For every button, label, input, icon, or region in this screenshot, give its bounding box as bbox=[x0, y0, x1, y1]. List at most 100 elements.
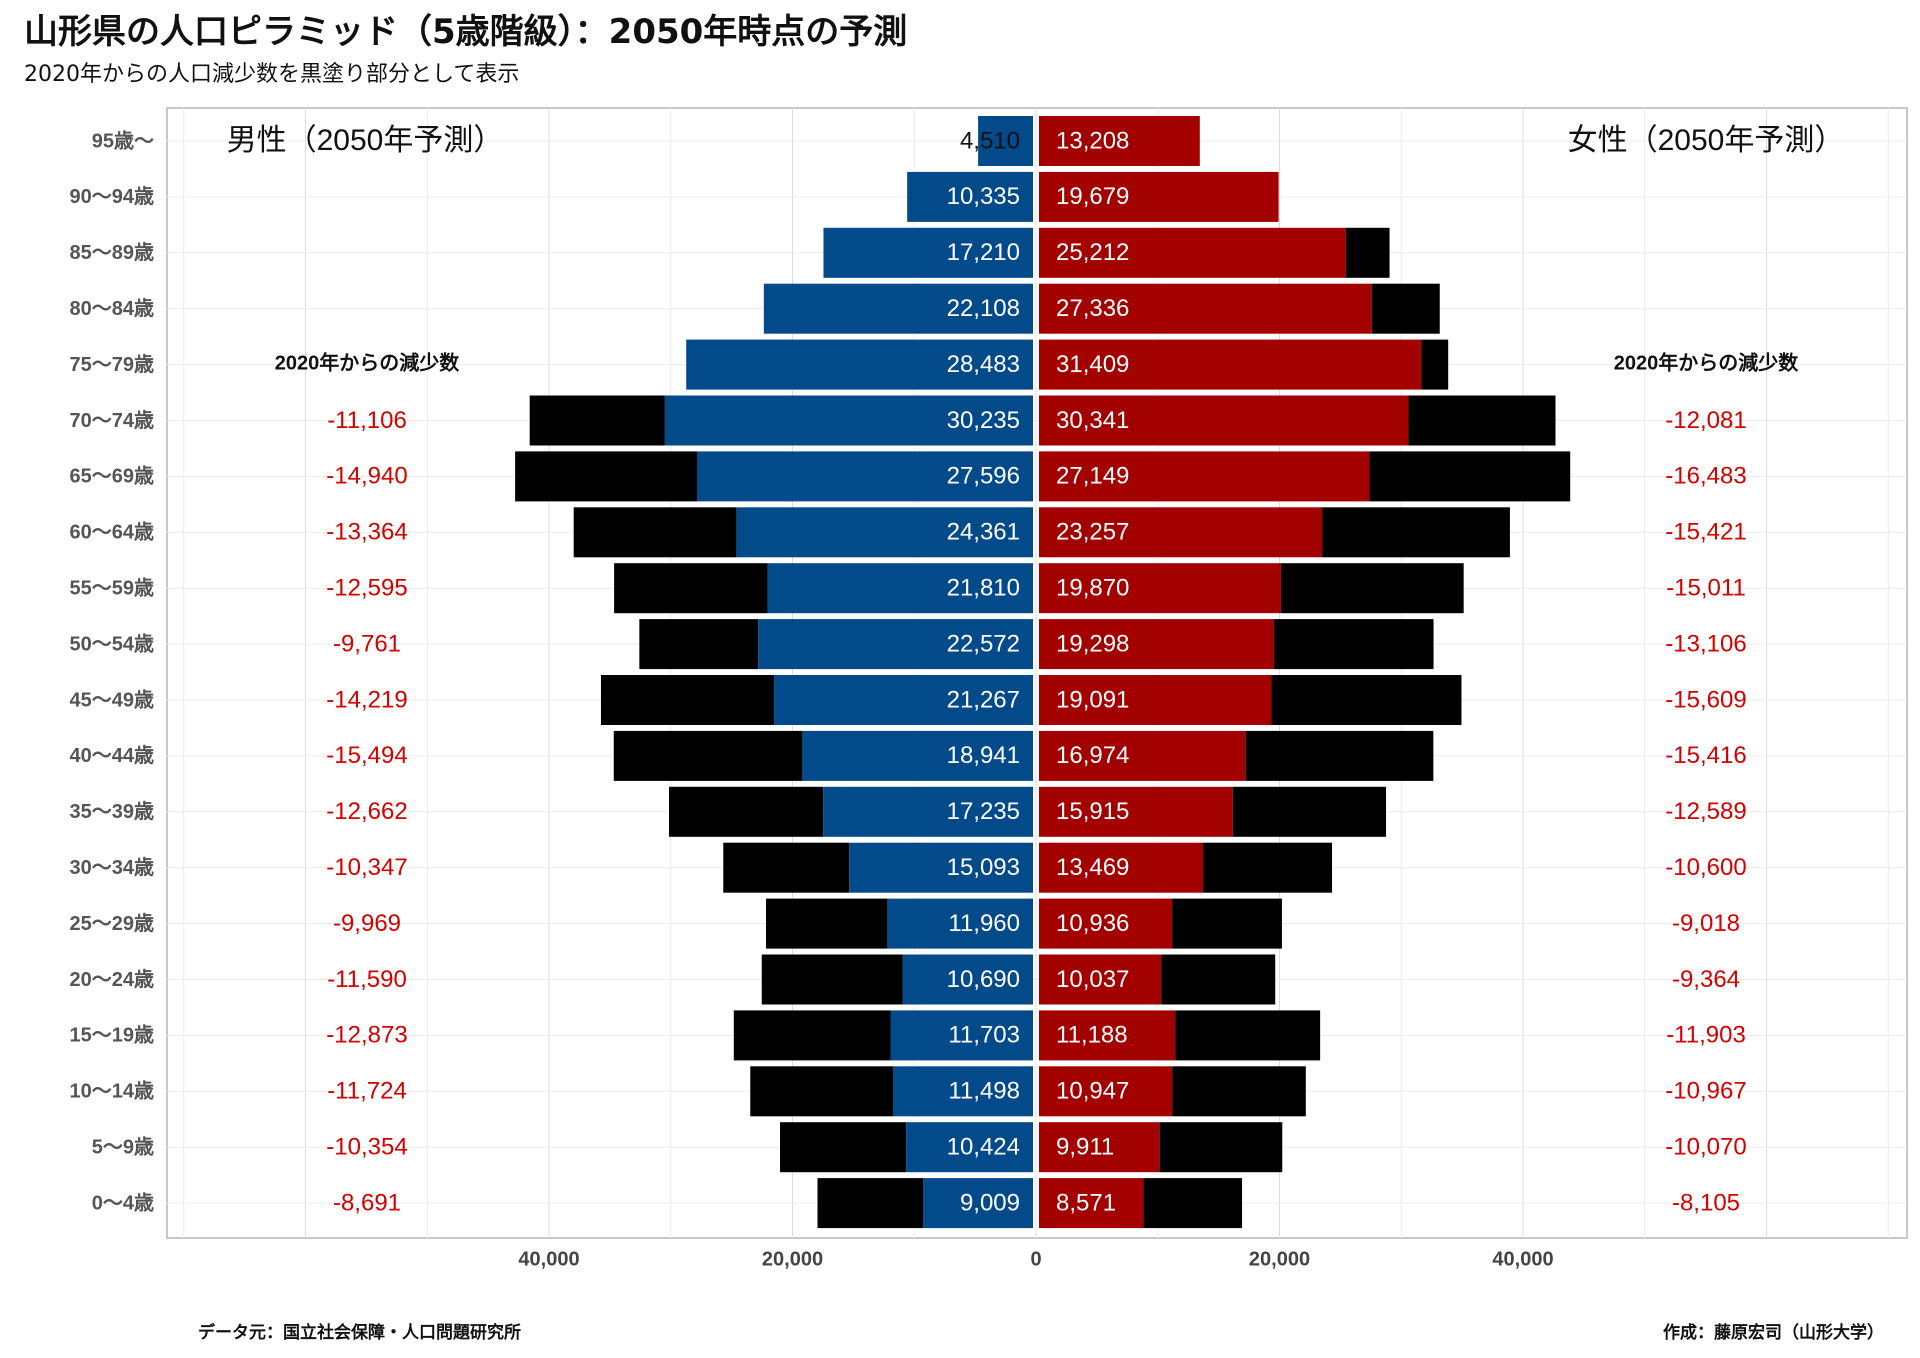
female-value-label: 15,915 bbox=[1056, 798, 1129, 825]
age-label: 40～44歳 bbox=[70, 743, 155, 767]
plot-area bbox=[166, 107, 1908, 1239]
male-value-label: 10,335 bbox=[947, 183, 1020, 210]
age-label: 5～9歳 bbox=[92, 1134, 154, 1158]
male-decrease-label: -9,969 bbox=[333, 910, 401, 937]
age-label: 70～74歳 bbox=[70, 408, 155, 432]
female-decrease-bar bbox=[1280, 563, 1464, 614]
female-decrease-bar bbox=[1273, 619, 1434, 670]
male-bar bbox=[893, 1066, 1033, 1117]
male-decrease-label: -11,590 bbox=[327, 966, 407, 993]
female-bar bbox=[1039, 1066, 1173, 1117]
male-value-label: 10,690 bbox=[947, 966, 1020, 993]
female-decrease-bar bbox=[1202, 842, 1333, 893]
female-decrease-bar bbox=[1161, 954, 1276, 1005]
male-decrease-label: -11,106 bbox=[327, 407, 407, 434]
female-decrease-bar bbox=[1322, 507, 1510, 558]
female-value-label: 11,188 bbox=[1056, 1022, 1128, 1049]
female-decrease-bar bbox=[1172, 898, 1282, 949]
female-value-label: 8,571 bbox=[1056, 1189, 1116, 1216]
male-decrease-label: -13,364 bbox=[326, 519, 407, 546]
male-bar bbox=[902, 954, 1033, 1005]
male-value-label: 10,424 bbox=[947, 1134, 1020, 1161]
female-bar bbox=[1039, 283, 1372, 334]
male-decrease-bar bbox=[614, 563, 768, 614]
male-value-label: 11,960 bbox=[948, 910, 1020, 937]
female-bar bbox=[1039, 675, 1272, 725]
age-label: 85～89歳 bbox=[70, 240, 155, 264]
male-decrease-bar bbox=[600, 675, 775, 725]
male-bar bbox=[774, 675, 1033, 725]
male-decrease-label: -9,761 bbox=[333, 630, 401, 657]
male-bar bbox=[802, 730, 1033, 781]
female-value-label: 27,149 bbox=[1056, 463, 1129, 490]
male-bar bbox=[664, 395, 1033, 446]
male-decrease-bar bbox=[639, 619, 759, 670]
female-decrease-label: -12,081 bbox=[1665, 407, 1746, 434]
male-decrease-header: 2020年からの減少数 bbox=[275, 350, 460, 374]
male-bar bbox=[823, 227, 1033, 278]
male-decrease-label: -11,724 bbox=[327, 1078, 407, 1105]
female-decrease-bar bbox=[1159, 1122, 1283, 1173]
female-bar bbox=[1039, 451, 1370, 502]
male-value-label: 30,235 bbox=[947, 407, 1020, 434]
female-value-label: 30,341 bbox=[1056, 407, 1129, 434]
male-decrease-bar bbox=[613, 730, 803, 781]
female-value-label: 16,974 bbox=[1056, 742, 1129, 769]
age-label: 55～59歳 bbox=[70, 575, 155, 599]
female-bar bbox=[1039, 786, 1233, 837]
female-value-label: 27,336 bbox=[1056, 295, 1129, 322]
female-value-label: 19,679 bbox=[1056, 183, 1129, 210]
male-bar bbox=[907, 171, 1033, 222]
male-decrease-bar bbox=[766, 898, 888, 949]
female-decrease-bar bbox=[1421, 339, 1449, 390]
age-label: 0～4歳 bbox=[92, 1190, 154, 1214]
male-decrease-label: -10,347 bbox=[326, 854, 407, 881]
female-value-label: 10,947 bbox=[1056, 1078, 1129, 1105]
male-decrease-bar bbox=[780, 1122, 907, 1173]
female-decrease-label: -8,105 bbox=[1672, 1189, 1740, 1216]
female-value-label: 25,212 bbox=[1056, 239, 1129, 266]
female-decrease-label: -11,903 bbox=[1666, 1022, 1746, 1049]
male-bar bbox=[767, 563, 1033, 614]
male-bar bbox=[758, 619, 1033, 670]
female-value-label: 10,936 bbox=[1056, 910, 1129, 937]
x-tick-label: 20,000 bbox=[762, 1248, 823, 1270]
female-value-label: 13,208 bbox=[1056, 127, 1129, 154]
female-decrease-bar bbox=[1371, 283, 1440, 334]
female-decrease-label: -15,416 bbox=[1665, 742, 1746, 769]
author-credit: 作成：藤原宏司（山形大学） bbox=[1663, 1323, 1884, 1343]
age-label: 15～19歳 bbox=[70, 1023, 155, 1047]
female-bar bbox=[1039, 563, 1281, 614]
female-bar bbox=[1039, 395, 1409, 446]
x-tick-label: 20,000 bbox=[1249, 1248, 1310, 1270]
female-decrease-label: -10,600 bbox=[1665, 854, 1746, 881]
age-label: 20～24歳 bbox=[70, 967, 155, 991]
age-label: 10～14歳 bbox=[70, 1079, 155, 1103]
female-bar bbox=[1039, 1122, 1160, 1173]
female-decrease-label: -10,070 bbox=[1665, 1134, 1746, 1161]
age-label: 90～94歳 bbox=[70, 184, 155, 208]
female-bar bbox=[1039, 954, 1162, 1005]
male-bar bbox=[906, 1122, 1033, 1173]
female-value-label: 10,037 bbox=[1056, 966, 1129, 993]
male-decrease-bar bbox=[529, 395, 665, 446]
male-decrease-bar bbox=[515, 451, 698, 502]
female-decrease-label: -9,018 bbox=[1672, 910, 1740, 937]
age-label: 80～84歳 bbox=[70, 296, 155, 320]
male-decrease-bar bbox=[761, 954, 903, 1005]
male-decrease-bar bbox=[750, 1066, 894, 1117]
male-value-label: 21,810 bbox=[947, 575, 1020, 602]
female-panel-label: 女性（2050年予測） bbox=[1568, 124, 1845, 157]
female-bar bbox=[1039, 339, 1422, 390]
female-bar bbox=[1039, 171, 1279, 222]
female-decrease-bar bbox=[1175, 1010, 1321, 1061]
female-decrease-label: -10,967 bbox=[1665, 1078, 1746, 1105]
male-value-label: 27,596 bbox=[947, 463, 1020, 490]
age-label: 25～29歳 bbox=[70, 911, 155, 935]
female-bar bbox=[1039, 227, 1346, 278]
male-decrease-label: -8,691 bbox=[333, 1189, 401, 1216]
age-label: 95歳～ bbox=[92, 128, 154, 152]
male-value-label: 4,510 bbox=[960, 127, 1020, 154]
x-tick-label: 40,000 bbox=[518, 1248, 579, 1270]
female-decrease-bar bbox=[1172, 1066, 1306, 1117]
